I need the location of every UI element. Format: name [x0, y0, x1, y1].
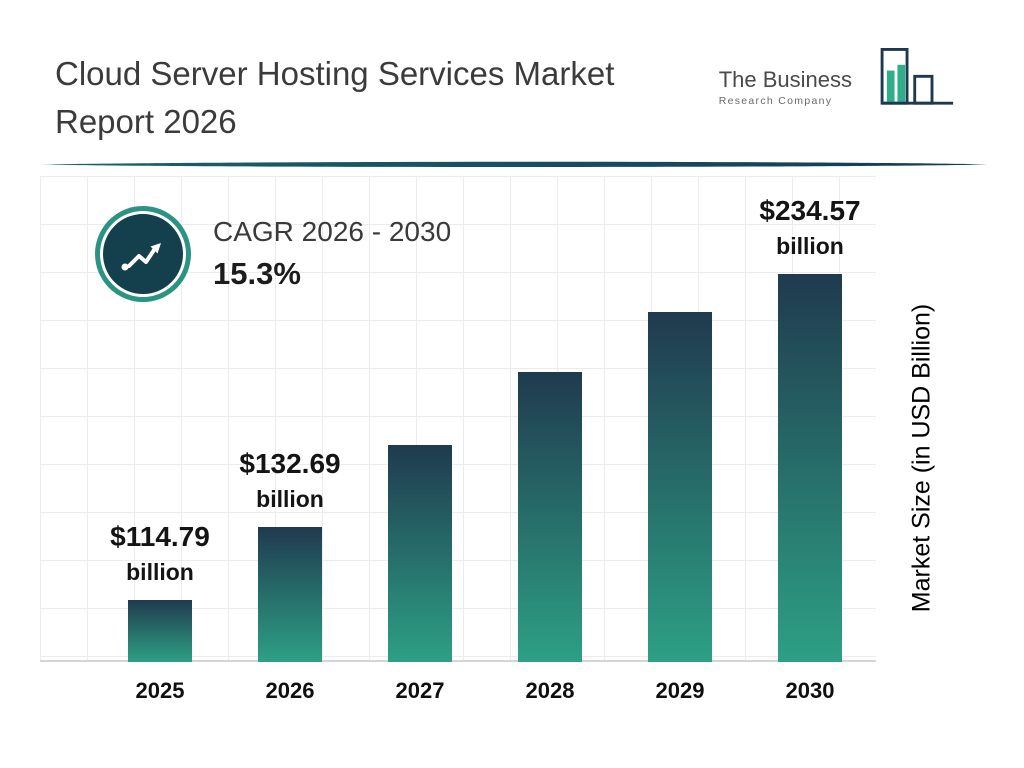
trending-up-icon-inner — [100, 211, 186, 297]
bar-group-2025: $114.79 billion 2025 — [95, 521, 225, 703]
x-axis-label-2026: 2026 — [265, 678, 315, 703]
bar-group-2027: 2027 — [355, 445, 485, 703]
bar-group-2030: $234.57 billion 2030 — [745, 195, 875, 703]
bar-value-label-2030: $234.57 billion — [759, 195, 860, 260]
cagr-text-block: CAGR 2026 - 2030 15.3% — [213, 216, 451, 292]
bar-value-amount: $114.79 — [110, 521, 210, 552]
company-logo: The Business Research Company — [719, 44, 956, 129]
company-name: The Business — [718, 66, 852, 92]
page-title: Cloud Server Hosting Services Market Repo… — [55, 50, 614, 146]
bar-2028 — [518, 372, 582, 662]
logo-bars-icon — [860, 44, 956, 129]
cagr-value: 15.3% — [213, 256, 301, 291]
bar-2029 — [648, 312, 712, 662]
cagr-label: CAGR 2026 - 2030 — [213, 216, 452, 247]
trending-up-icon — [95, 206, 191, 302]
bar-2027 — [388, 445, 452, 662]
x-axis-label-2027: 2027 — [395, 678, 445, 703]
x-axis-label-2030: 2030 — [785, 678, 835, 703]
cagr-annotation: CAGR 2026 - 2030 15.3% — [95, 206, 451, 302]
page-title-line1: Cloud Server Hosting Services Market — [55, 55, 615, 92]
x-axis-label-2029: 2029 — [655, 678, 705, 703]
bar-group-2026: $132.69 billion 2026 — [225, 448, 355, 703]
x-axis-label-2028: 2028 — [525, 678, 575, 703]
company-subname: Research Company — [718, 94, 833, 107]
page-title-line2: Report 2026 — [55, 103, 237, 140]
bar-2026 — [258, 527, 322, 662]
header-divider — [42, 156, 987, 168]
bar-value-unit: billion — [126, 559, 194, 585]
y-axis-label: Market Size (in USD Billion) — [907, 303, 936, 613]
bar-value-amount: $132.69 — [239, 448, 341, 479]
bar-2025 — [128, 600, 192, 662]
bar-group-2029: 2029 — [615, 312, 745, 703]
bar-2030 — [778, 274, 842, 662]
bar-value-unit: billion — [776, 233, 844, 259]
bar-value-label-2026: $132.69 billion — [239, 448, 340, 513]
bar-value-amount: $234.57 — [759, 195, 861, 226]
bar-value-unit: billion — [256, 486, 324, 512]
bar-group-2028: 2028 — [485, 372, 615, 703]
bar-value-label-2025: $114.79 billion — [110, 521, 210, 586]
company-logo-text: The Business Research Company — [719, 67, 852, 107]
x-axis-label-2025: 2025 — [135, 678, 185, 703]
